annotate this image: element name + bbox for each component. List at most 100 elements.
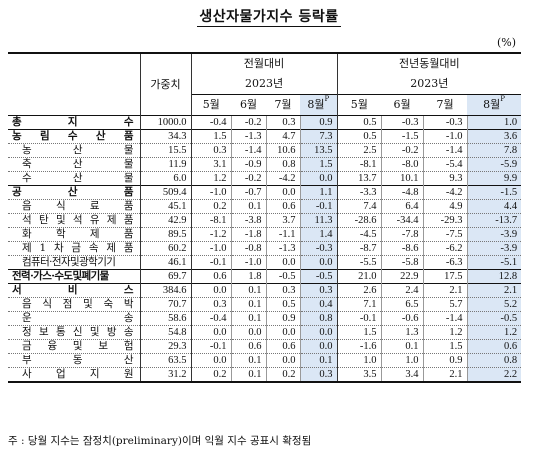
cell-yoy-3: -29.3 — [422, 213, 468, 228]
cell-yoy-4: -13.7 — [466, 213, 522, 228]
cell-yoy-1: -1.6 — [336, 339, 382, 354]
cell-mom-1: -1.0 — [190, 185, 231, 200]
cell-yoy-2: -0.2 — [380, 143, 424, 158]
cell-mom-3: 0.3 — [265, 115, 300, 130]
cell-mom-2: 0.0 — [230, 325, 266, 340]
cell-yoy-1: 13.7 — [336, 171, 382, 186]
cell-mom-3: 0.0 — [265, 185, 300, 200]
cell-yoy-3: -7.5 — [422, 227, 468, 242]
table-row: 축 산 물 11.9 3.1 -0.9 0.8 1.5 -8.1 -8.0 -5.4 -5.9 — [8, 157, 522, 172]
cell-yoy-2: 2.4 — [380, 283, 424, 298]
cell-mom-3: 0.3 — [265, 283, 300, 298]
table-row: 화 학 제 품 89.5 -1.2 -1.8 -1.1 1.4 -4.5 -7.8 -7.5 -3… — [8, 227, 522, 242]
cell-yoy-2: 1.0 — [380, 353, 424, 368]
table-row: 석 탄 및 석 유 제 품 42.9 -8.1 -3.8 3.7 11.3 -28.6 -34… — [8, 213, 522, 228]
row-label: 축 산 물 — [8, 157, 140, 172]
table-row: 수 산 물 6.0 1.2 -0.2 -4.2 0.0 13.7 10.1 9.3 9.9 — [8, 171, 522, 186]
cell-yoy-2: -5.8 — [380, 255, 424, 270]
cell-mom-4: -0.1 — [299, 199, 338, 214]
cell-yoy-4: -3.9 — [466, 227, 522, 242]
cell-yoy-2: 3.4 — [380, 367, 424, 383]
cell-mom-4: 1.4 — [299, 227, 338, 242]
row-weight: 11.9 — [139, 157, 191, 172]
cell-yoy-3: -5.4 — [422, 157, 468, 172]
cell-yoy-4: 2.2 — [466, 367, 522, 383]
cell-mom-4: 11.3 — [299, 213, 338, 228]
cell-mom-2: 0.1 — [230, 367, 266, 383]
table-row: 부 동 산 63.5 0.0 0.1 0.0 0.1 1.0 1.0 0.9 0.8 — [8, 353, 522, 368]
row-weight: 509.4 — [139, 185, 191, 200]
row-label: 부 동 산 — [8, 353, 140, 368]
cell-mom-2: 1.8 — [230, 269, 266, 284]
cell-mom-2: 0.1 — [230, 283, 266, 298]
cell-yoy-1: -8.7 — [336, 241, 382, 256]
cell-mom-2: -1.3 — [230, 129, 266, 144]
cell-mom-3: 0.0 — [265, 353, 300, 368]
cell-mom-2: -0.7 — [230, 185, 266, 200]
cell-mom-3: 10.6 — [265, 143, 300, 158]
cell-yoy-2: -7.8 — [380, 227, 424, 242]
header-month-mom-4: 8월P — [300, 94, 338, 116]
row-weight: 54.8 — [139, 325, 191, 340]
cell-yoy-4: -5.1 — [466, 255, 522, 270]
row-label: 정 보 통 신 및 방 송 — [8, 325, 140, 340]
header-month-mom-1: 5월 — [190, 94, 231, 116]
header-yoy: 전년동월대비 — [336, 52, 522, 74]
cell-mom-1: -0.4 — [190, 115, 231, 130]
row-weight: 69.7 — [139, 269, 191, 284]
cell-yoy-3: -6.3 — [422, 255, 468, 270]
cell-yoy-2: -1.5 — [380, 129, 424, 144]
row-weight: 15.5 — [139, 143, 191, 158]
cell-mom-3: 0.5 — [265, 297, 300, 312]
row-weight: 60.2 — [139, 241, 191, 256]
cell-mom-2: -1.8 — [230, 227, 266, 242]
cell-mom-1: 0.3 — [190, 297, 231, 312]
table-row: 컴퓨터·전자및광학기기 46.1 -0.1 -1.0 0.0 0.0 -5.5 -5.8 -6.… — [8, 255, 522, 270]
cell-mom-1: -8.1 — [190, 213, 231, 228]
footnote: 주 : 당월 지수는 잠정치(preliminary)이며 익월 지수 공표시 … — [8, 435, 312, 447]
cell-mom-3: 0.9 — [265, 311, 300, 326]
cell-yoy-2: -34.4 — [380, 213, 424, 228]
table-row: 서 비 스 384.6 0.0 0.1 0.3 0.3 2.6 2.4 2.1 2.1 — [8, 283, 522, 298]
cell-mom-1: 0.3 — [190, 143, 231, 158]
cell-mom-2: 0.1 — [230, 297, 266, 312]
row-label: 총 지 수 — [8, 115, 140, 130]
cell-mom-2: -1.4 — [230, 143, 266, 158]
header-blank — [8, 52, 140, 116]
cell-yoy-1: -4.5 — [336, 227, 382, 242]
header-month-yoy-4: 8월P — [467, 94, 522, 116]
cell-mom-3: -4.2 — [265, 171, 300, 186]
cell-mom-3: -0.5 — [265, 269, 300, 284]
cell-mom-1: -0.1 — [190, 339, 231, 354]
row-label: 컴퓨터·전자및광학기기 — [8, 255, 140, 270]
table-row: 음 식 료 품 45.1 0.2 0.1 0.6 -0.1 7.4 6.4 4.9 4.4 — [8, 199, 522, 214]
cell-mom-2: -0.2 — [230, 115, 266, 130]
row-weight: 29.3 — [139, 339, 191, 354]
cell-yoy-2: -8.6 — [380, 241, 424, 256]
cell-yoy-2: 6.5 — [380, 297, 424, 312]
cell-yoy-3: 0.9 — [422, 353, 468, 368]
row-label: 농 산 물 — [8, 143, 140, 158]
row-label: 운 송 — [8, 311, 140, 326]
cell-mom-2: 0.1 — [230, 199, 266, 214]
cell-yoy-2: -8.0 — [380, 157, 424, 172]
cell-yoy-4: -5.9 — [466, 157, 522, 172]
header-month-mom-3: 7월 — [266, 94, 300, 116]
row-label: 제 1 차 금 속 제 품 — [8, 241, 140, 256]
table-row: 운 송 58.6 -0.4 0.1 0.9 0.8 -0.1 -0.6 -1.4 -0.5 — [8, 311, 522, 326]
cell-yoy-2: 6.4 — [380, 199, 424, 214]
header-weight: 가중치 — [139, 52, 191, 116]
row-label: 화 학 제 품 — [8, 227, 140, 242]
cell-yoy-4: 1.0 — [466, 115, 522, 130]
cell-mom-4: 1.1 — [299, 185, 338, 200]
row-label: 농 림 수 산 품 — [8, 129, 140, 144]
cell-mom-1: -1.0 — [190, 241, 231, 256]
cell-yoy-4: 2.1 — [466, 283, 522, 298]
cell-yoy-1: 7.1 — [336, 297, 382, 312]
cell-yoy-3: 17.5 — [422, 269, 468, 284]
cell-mom-3: 0.6 — [265, 199, 300, 214]
row-weight: 1000.0 — [139, 115, 191, 130]
cell-yoy-3: -0.3 — [422, 115, 468, 130]
table-row: 농 림 수 산 품 34.3 1.5 -1.3 4.7 7.3 0.5 -1.5 -1.0 3.6 — [8, 129, 522, 144]
row-weight: 31.2 — [139, 367, 191, 383]
